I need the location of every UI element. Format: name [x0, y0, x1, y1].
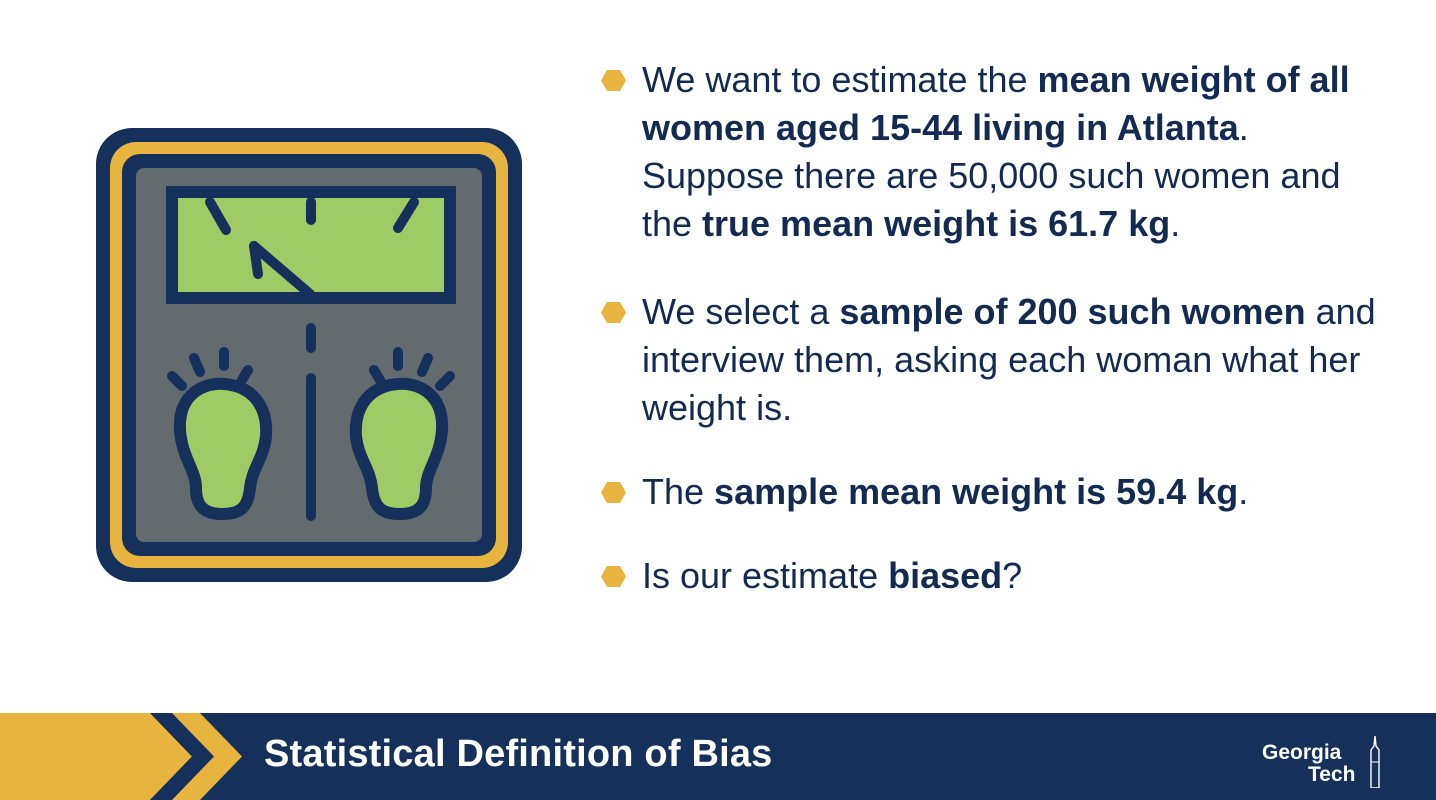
hexagon-bullet-icon	[601, 302, 626, 323]
logo-line-georgia: Georgia	[1262, 741, 1342, 764]
georgia-tech-logo: Georgia Tech	[1262, 736, 1392, 792]
bullet-text-4: Is our estimate biased?	[642, 555, 1023, 596]
bathroom-scale-icon	[96, 128, 522, 582]
logo-line-tech: Tech	[1308, 763, 1356, 786]
bullet-item-2: We select a sample of 200 such women and…	[598, 288, 1398, 432]
bullet-item-4: Is our estimate biased?	[598, 552, 1398, 600]
slide-title: Statistical Definition of Bias	[264, 733, 773, 775]
hexagon-bullet-icon	[601, 70, 626, 91]
tech-tower-icon	[1370, 736, 1380, 788]
bullet-text-1: We want to estimate the mean weight of a…	[642, 59, 1350, 244]
hexagon-bullet-icon	[601, 566, 626, 587]
bullet-list: We want to estimate the mean weight of a…	[598, 56, 1398, 600]
chevron-decoration-icon	[0, 713, 242, 800]
bullet-text-3: The sample mean weight is 59.4 kg.	[642, 471, 1249, 512]
bullet-item-3: The sample mean weight is 59.4 kg.	[598, 468, 1398, 516]
footer-banner: Statistical Definition of Bias	[0, 713, 1436, 800]
bullet-item-1: We want to estimate the mean weight of a…	[598, 56, 1398, 248]
hexagon-bullet-icon	[601, 482, 626, 503]
bullet-text-2: We select a sample of 200 such women and…	[642, 291, 1376, 428]
